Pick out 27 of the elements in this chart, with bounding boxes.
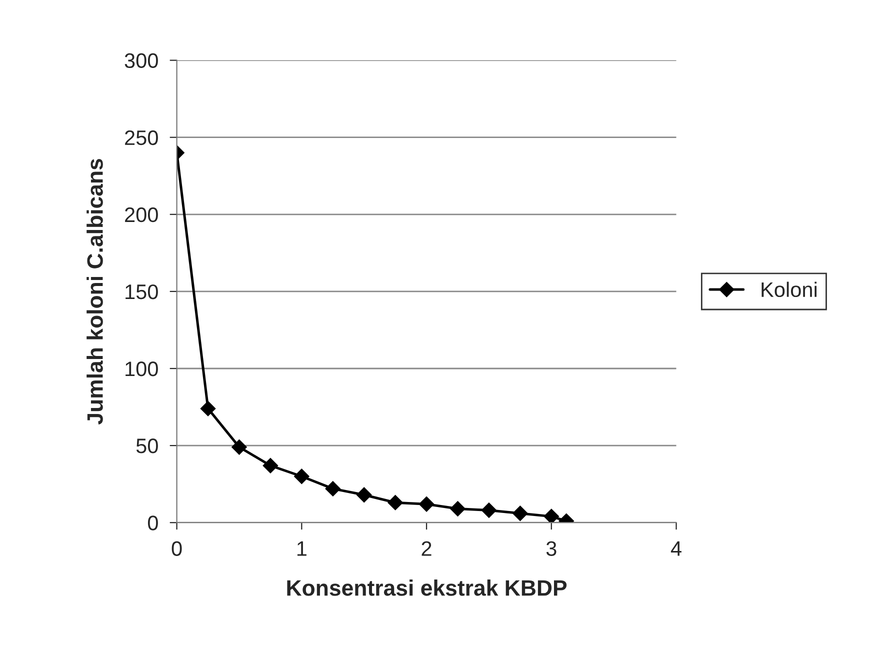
y-tick-label: 200	[125, 207, 158, 222]
x-axis-title: Konsentrasi ekstrak KBDP	[287, 580, 567, 596]
x-tick-label: 0	[172, 541, 182, 556]
y-tick-label: 150	[126, 284, 158, 300]
point	[544, 508, 559, 523]
y-tick-label: 0	[148, 516, 158, 530]
y-tick-label: 100	[126, 362, 158, 376]
y-axis-title: Jumlah koloni C.albicans	[86, 158, 103, 424]
y-tick-label: 300	[124, 53, 158, 68]
point	[388, 494, 403, 510]
x-tick-label: 3	[546, 541, 556, 556]
x-tick-label: 4	[670, 541, 682, 556]
point	[200, 400, 216, 416]
point	[450, 501, 466, 516]
x-tick-label: 2	[422, 541, 432, 556]
point	[481, 502, 497, 518]
point	[294, 468, 310, 484]
legend-label: Koloni	[762, 282, 817, 298]
x-tick-label: 1	[297, 541, 306, 556]
point	[262, 458, 278, 474]
point	[232, 440, 247, 455]
y-tick-label: 50	[136, 438, 158, 454]
point	[512, 506, 528, 521]
point	[356, 487, 372, 502]
point	[325, 481, 340, 496]
y-tick-label: 250	[125, 130, 158, 146]
point	[418, 496, 434, 512]
